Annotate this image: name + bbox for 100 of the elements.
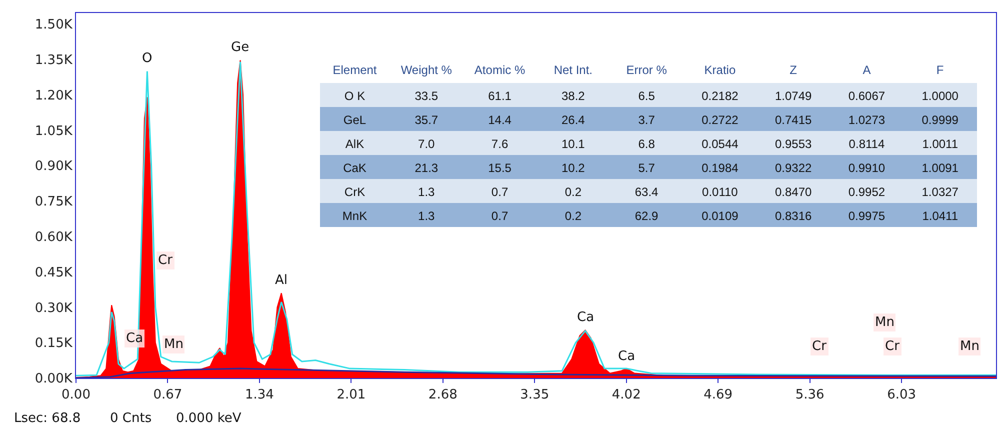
x-tick-label: 2.68 — [428, 388, 458, 403]
annotation: 15.5 — [488, 160, 512, 175]
text: Lsec: 68.8 — [14, 411, 81, 426]
category-label: O K — [344, 88, 366, 103]
category-label: Net Int. — [554, 62, 593, 77]
annotation: 0.6067 — [848, 88, 886, 103]
annotation: 0.2722 — [702, 112, 739, 127]
annotation: 6.8 — [638, 136, 656, 151]
annotation: 63.4 — [634, 184, 659, 199]
annotation: 0.9999 — [922, 112, 959, 127]
category-label: A — [862, 62, 871, 77]
category-label: Atomic % — [474, 62, 526, 77]
text: 0.000 keV — [176, 411, 242, 426]
text: 0 Cnts — [110, 411, 152, 426]
annotation: 21.3 — [414, 160, 438, 175]
y-tick-label: 1.05K — [34, 124, 73, 139]
annotation: 0.8114 — [848, 136, 885, 151]
category-label: Kratio — [704, 62, 736, 77]
annotation: 0.9322 — [774, 160, 812, 175]
category-label: Error % — [626, 62, 668, 77]
category-label: Z — [790, 62, 797, 77]
annotation: 0.2 — [564, 184, 582, 199]
y-tick-label: 0.00K — [34, 372, 73, 387]
annotation: Cr — [885, 339, 900, 354]
x-tick-label: 0.67 — [153, 388, 182, 403]
x-tick-label: 0.00 — [62, 388, 90, 403]
annotation: 1.0411 — [922, 208, 958, 223]
y-tick-label: 1.35K — [34, 53, 73, 68]
x-tick-label: 3.35 — [520, 388, 550, 403]
annotation: 3.7 — [638, 112, 656, 127]
annotation: 1.0273 — [848, 112, 886, 127]
annotation: Cr — [812, 339, 828, 354]
annotation: 35.7 — [414, 112, 438, 127]
y-tick-label: 1.50K — [34, 18, 73, 33]
annotation: 38.2 — [561, 88, 586, 103]
x-tick-label: 5.36 — [795, 388, 824, 403]
x-tick-label: 2.01 — [336, 388, 366, 403]
annotation: 62.9 — [634, 208, 659, 223]
annotation: 5.7 — [638, 160, 656, 175]
category-label: AlK — [345, 136, 364, 151]
annotation: 6.5 — [638, 88, 656, 103]
annotation: Mn — [164, 337, 184, 352]
y-tick-label: 0.60K — [34, 230, 73, 245]
annotation: 7.6 — [491, 136, 508, 151]
annotation: Ca — [577, 310, 594, 325]
annotation: 0.2182 — [702, 88, 739, 103]
y-tick-label: 0.90K — [34, 159, 73, 174]
y-tick-label: 0.45K — [34, 265, 73, 280]
annotation: Mn — [960, 339, 980, 354]
category-label: Element — [332, 62, 378, 77]
annotation: Ca — [618, 349, 636, 364]
annotation: 0.1984 — [702, 160, 739, 175]
annotation: Al — [275, 273, 288, 288]
annotation: Mn — [875, 315, 894, 330]
annotation: 0.0110 — [702, 184, 738, 199]
annotation: 1.0327 — [922, 184, 959, 199]
y-tick-label: 0.75K — [34, 194, 73, 210]
x-tick-label: 4.02 — [612, 388, 641, 403]
annotation: 61.1 — [488, 88, 512, 103]
annotation: 1.3 — [418, 208, 436, 223]
category-label: CrK — [344, 184, 366, 199]
line-series — [76, 368, 996, 378]
y-tick-label: 1.20K — [34, 88, 73, 104]
annotation: 0.7415 — [774, 112, 812, 127]
category-label: CaK — [343, 160, 366, 175]
annotation: 0.0544 — [702, 136, 739, 151]
category-label: Weight % — [400, 62, 452, 77]
annotation: 14.4 — [488, 112, 512, 127]
annotation: 0.8470 — [774, 184, 812, 199]
y-tick-label: 0.15K — [34, 336, 73, 352]
annotation: 0.7 — [491, 208, 508, 223]
category-label: GeL — [343, 112, 366, 127]
annotation: 1.0011 — [922, 136, 958, 151]
category-label: F — [936, 62, 944, 77]
category-label: MnK — [342, 208, 368, 223]
annotation: 1.0000 — [922, 88, 959, 103]
annotation: 0.9910 — [848, 160, 886, 175]
annotation: 10.2 — [561, 160, 586, 175]
annotation: 0.8316 — [774, 208, 812, 223]
annotation: 0.9975 — [848, 208, 886, 223]
annotation: 33.5 — [414, 88, 438, 103]
annotation: 0.9952 — [848, 184, 886, 199]
x-tick-label: 6.03 — [887, 388, 916, 403]
x-tick-label: 1.34 — [244, 388, 274, 403]
annotation: 26.4 — [561, 112, 586, 127]
annotation: 1.0749 — [774, 88, 812, 103]
annotation: 1.0091 — [922, 160, 959, 175]
annotation: 0.2 — [564, 208, 582, 223]
annotation: Cr — [158, 253, 174, 268]
annotation: 1.3 — [418, 184, 436, 199]
x-tick-label: 4.69 — [704, 388, 733, 403]
annotation: 0.7 — [491, 184, 508, 199]
annotation: 10.1 — [561, 136, 586, 151]
annotation: Ge — [231, 40, 250, 55]
annotation: Ca — [126, 331, 144, 346]
y-tick-label: 0.30K — [34, 300, 73, 316]
annotation: 0.9553 — [774, 136, 812, 151]
annotation: 0.0109 — [702, 208, 739, 223]
annotation: O — [142, 51, 152, 66]
annotation: 7.0 — [418, 136, 436, 151]
